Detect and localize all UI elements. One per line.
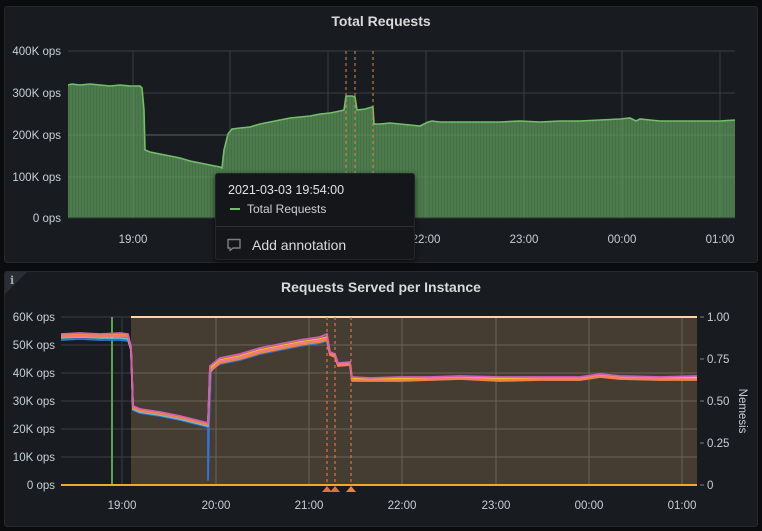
svg-text:400K ops: 400K ops xyxy=(12,46,61,58)
tooltip-series: Total Requests xyxy=(230,202,326,216)
y-axis-labels: 400K ops 300K ops 200K ops 100K ops 0 op… xyxy=(12,46,61,225)
svg-text:23:00: 23:00 xyxy=(510,234,539,246)
total-requests-line xyxy=(67,83,736,170)
svg-text:0 ops: 0 ops xyxy=(33,213,61,225)
series-color-swatch xyxy=(230,208,240,210)
tooltip-timestamp: 2021-03-03 19:54:00 xyxy=(228,183,345,197)
svg-text:300K ops: 300K ops xyxy=(12,88,61,100)
panel-title[interactable]: Requests Served per Instance xyxy=(281,279,481,295)
panel-title[interactable]: Total Requests xyxy=(331,13,431,29)
info-icon[interactable]: i xyxy=(10,274,15,287)
svg-text:01:00: 01:00 xyxy=(706,234,735,246)
info-corner[interactable] xyxy=(5,272,27,294)
add-annotation-label: Add annotation xyxy=(252,237,347,253)
svg-text:100K ops: 100K ops xyxy=(12,172,61,184)
add-annotation-button[interactable]: Add annotation xyxy=(226,234,346,256)
tooltip-series-label: Total Requests xyxy=(247,202,327,216)
hover-tooltip: 2021-03-03 19:54:00 Total Requests Add a… xyxy=(215,173,415,260)
x-axis-labels: 19:00 22:00 23:00 00:00 01:00 xyxy=(119,234,735,246)
tooltip-divider xyxy=(216,226,414,227)
svg-text:00:00: 00:00 xyxy=(608,234,637,246)
svg-text:200K ops: 200K ops xyxy=(12,130,61,142)
comment-icon xyxy=(227,238,241,252)
svg-text:22:00: 22:00 xyxy=(412,234,441,246)
requests-per-instance-panel: i Requests Served per Instance xyxy=(4,271,758,527)
svg-text:19:00: 19:00 xyxy=(119,234,148,246)
